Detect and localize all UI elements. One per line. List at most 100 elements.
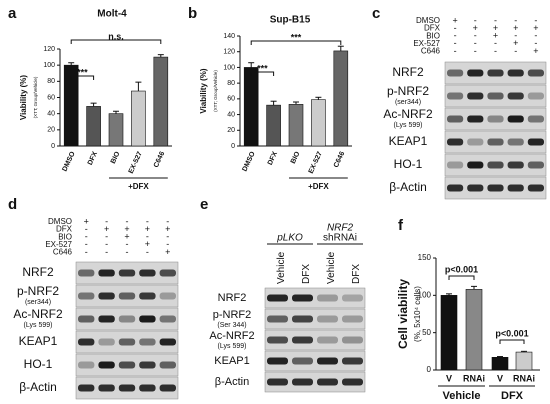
bracket <box>70 75 95 80</box>
blot-band <box>467 184 484 192</box>
blot-band <box>139 361 156 369</box>
row-sublabel: (Ser 344) <box>217 322 246 329</box>
treatment-sign: + <box>473 23 478 33</box>
blot-band <box>527 184 544 192</box>
treatment-sign: + <box>513 38 518 48</box>
y-tick-label: 140 <box>223 33 235 40</box>
blot-band <box>292 357 313 365</box>
row-label: p-NRF2 <box>387 84 429 98</box>
y-tick-label: 100 <box>223 64 235 71</box>
treatment-sign: - <box>146 216 149 226</box>
x-tick-label: C646 <box>333 151 346 169</box>
y-axis-sublabel: (XTT; Group/Vehicle) <box>213 70 218 112</box>
y-tick-label: 100 <box>418 290 432 299</box>
treatment-sign: - <box>494 15 497 25</box>
bar <box>515 351 533 371</box>
treatment-sign: + <box>145 239 150 249</box>
group-label: pLKO <box>276 233 303 244</box>
treatment-sign: - <box>105 216 108 226</box>
blot-band <box>118 315 136 323</box>
treatment-sign: + <box>513 23 518 33</box>
treatment-label: DFX <box>424 24 441 33</box>
row-label: NRF2 <box>218 292 247 304</box>
blot-band <box>342 315 363 323</box>
row-label: KEAP1 <box>214 355 249 367</box>
blot-band <box>467 69 484 77</box>
blot-band <box>118 384 136 392</box>
blot-band <box>98 361 115 369</box>
significance-label: p<0.001 <box>495 328 528 338</box>
blot-band <box>527 138 544 146</box>
bar <box>288 104 304 147</box>
bar <box>243 67 259 147</box>
treatment-label: DMSO <box>48 217 72 226</box>
blot-band <box>159 338 176 346</box>
x-tick-label: BIO <box>110 150 122 165</box>
blot-band <box>118 269 136 277</box>
blot-band <box>118 292 136 300</box>
blot-band <box>342 357 363 365</box>
blot-band <box>292 315 313 323</box>
treatment-sign: - <box>146 247 149 257</box>
x-tick-label: RNAi <box>463 373 485 383</box>
treatment-sign: + <box>124 224 129 234</box>
treatment-sign: - <box>494 46 497 56</box>
x-tick-label: DFX <box>87 150 99 166</box>
treatment-sign: - <box>454 23 457 33</box>
blot-band <box>342 294 363 302</box>
significance-label: *** <box>77 67 88 77</box>
bar <box>108 113 124 147</box>
y-axis-label: Viability (%) <box>199 68 208 114</box>
row-label: Ac-NRF2 <box>209 330 254 342</box>
blot-band <box>159 292 176 300</box>
treatment-sign: - <box>494 38 497 48</box>
y-tick-label: 20 <box>47 127 55 134</box>
blot-band <box>507 138 524 146</box>
treatment-sign: + <box>165 224 170 234</box>
blot-band <box>317 294 338 302</box>
significance-label: *** <box>291 32 302 42</box>
blot-band <box>98 384 115 392</box>
treatment-sign: - <box>454 46 457 56</box>
treatment-sign: + <box>533 23 538 33</box>
blot-band <box>317 336 338 344</box>
blot-band <box>507 184 524 192</box>
y-tick-label: 0 <box>51 143 55 150</box>
blot-band <box>78 338 95 346</box>
blot-band <box>98 338 115 346</box>
blot-band <box>487 92 504 100</box>
blot-strip <box>75 307 179 331</box>
treatment-label: EX-527 <box>413 39 440 48</box>
y-tick-label: 120 <box>43 46 55 53</box>
y-tick-label: 80 <box>227 80 235 87</box>
blot-strip <box>264 371 366 393</box>
y-axis-sublabel: (%, 5x10⁴ cells) <box>413 286 422 342</box>
blot-band <box>98 315 115 323</box>
row-label: β-Actin <box>215 376 249 388</box>
blot-band <box>267 357 288 365</box>
blot-band <box>78 269 95 277</box>
treatment-sign: - <box>474 38 477 48</box>
significance-label: p<0.001 <box>445 264 478 274</box>
treatment-sign: - <box>126 216 129 226</box>
treatment-sign: - <box>474 15 477 25</box>
y-tick-label: 150 <box>418 253 432 262</box>
y-axis-label: Cell viability <box>396 279 410 349</box>
blot-band <box>78 292 95 300</box>
treatment-sign: - <box>534 15 537 25</box>
blot-band <box>78 361 95 369</box>
x-tick-label: C646 <box>153 151 166 169</box>
row-sublabel: (Lys 599) <box>218 343 247 350</box>
treatment-sign: + <box>165 247 170 257</box>
treatment-sign: - <box>166 216 169 226</box>
blot-band <box>78 384 95 392</box>
blot-band <box>317 378 338 386</box>
x-tick-label: DMSO <box>61 150 76 172</box>
treatment-sign: - <box>85 224 88 234</box>
y-tick-label: 100 <box>43 62 55 69</box>
blot-band <box>527 115 544 123</box>
x-tick-label: RNAi <box>513 373 535 383</box>
treatment-sign: + <box>145 224 150 234</box>
treatment-sign: + <box>124 232 129 242</box>
group-label: Vehicle <box>443 390 481 402</box>
